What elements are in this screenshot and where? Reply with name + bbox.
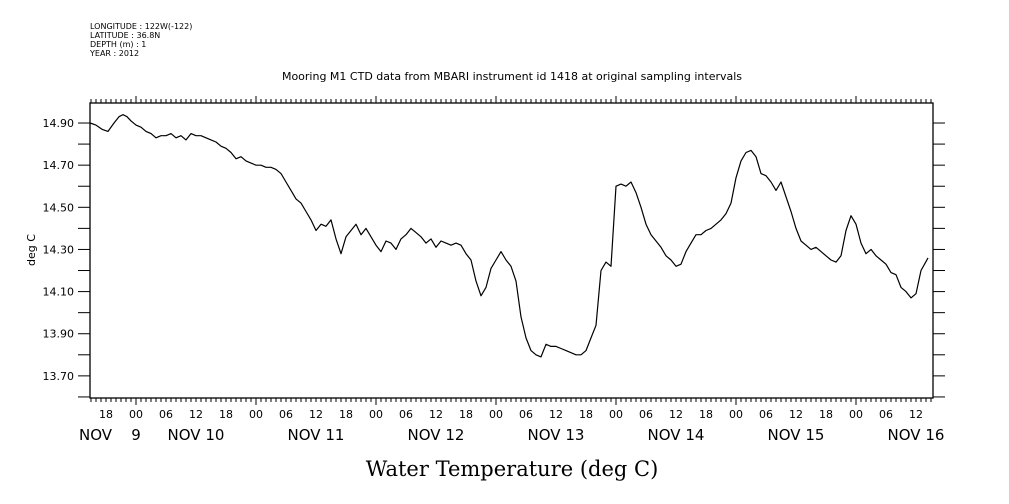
x-day-tick-label: NOV 11 [288, 426, 345, 444]
metadata-longitude: LONGITUDE : 122W(-122) [90, 22, 193, 31]
x-hour-tick-label: 00 [729, 408, 743, 421]
metadata-depth: DEPTH (m) : 1 [90, 40, 147, 49]
x-day-tick-label: NOV 16 [888, 426, 945, 444]
x-hour-tick-label: 18 [579, 408, 593, 421]
x-day-tick-label: NOV 10 [168, 426, 225, 444]
x-hour-tick-label: 00 [849, 408, 863, 421]
x-hour-tick-label: 06 [639, 408, 653, 421]
metadata-year: YEAR : 2012 [90, 49, 140, 58]
x-hour-tick-label: 18 [219, 408, 233, 421]
x-hour-tick-label: 18 [99, 408, 113, 421]
x-day-tick-label: NOV 13 [528, 426, 585, 444]
y-tick-label: 13.70 [43, 370, 75, 383]
x-hour-tick-label: 12 [189, 408, 203, 421]
y-tick-label: 13.90 [43, 328, 75, 341]
x-hour-tick-label: 00 [129, 408, 143, 421]
x-hour-tick-label: 12 [789, 408, 803, 421]
x-hour-tick-label: 00 [609, 408, 623, 421]
y-tick-label: 14.30 [43, 243, 75, 256]
y-tick-label: 14.10 [43, 286, 75, 299]
x-hour-tick-label: 18 [819, 408, 833, 421]
x-hour-tick-label: 12 [909, 408, 923, 421]
plot-frame [89, 102, 934, 399]
x-hour-tick-label: 06 [279, 408, 293, 421]
x-hour-tick-label: 06 [879, 408, 893, 421]
x-day-tick-label: NOV 14 [648, 426, 705, 444]
x-axis-title: Water Temperature (deg C) [366, 457, 659, 481]
chart-title: Mooring M1 CTD data from MBARI instrumen… [282, 70, 742, 83]
temperature-series-line [89, 114, 929, 358]
y-tick-label: 14.90 [43, 117, 75, 130]
axes-group: 13.70 13.90 14.10 14.30 14.50 14.70 14.90 18 00 0… [43, 96, 945, 444]
x-hour-tick-label: 00 [489, 408, 503, 421]
x-hour-tick-label: 18 [459, 408, 473, 421]
x-hour-tick-label: 00 [369, 408, 383, 421]
series-group [89, 114, 929, 358]
y-tick-label: 14.70 [43, 159, 75, 172]
x-day-tick-label: 9 [131, 426, 141, 444]
x-hour-tick-label: 06 [519, 408, 533, 421]
x-hour-tick-label: 06 [759, 408, 773, 421]
metadata-latitude: LATITUDE : 36.8N [90, 31, 161, 40]
x-day-tick-label: NOV 12 [408, 426, 465, 444]
x-hour-tick-label: 12 [549, 408, 563, 421]
x-hour-tick-label: 06 [159, 408, 173, 421]
y-tick-label: 14.50 [43, 201, 75, 214]
x-hour-tick-label: 00 [249, 408, 263, 421]
x-day-tick-label: NOV 15 [768, 426, 825, 444]
x-hour-tick-label: 06 [399, 408, 413, 421]
x-hour-tick-label: 12 [309, 408, 323, 421]
y-axis-label: deg C [25, 234, 38, 266]
x-hour-tick-label: 18 [339, 408, 353, 421]
x-hour-tick-label: 18 [699, 408, 713, 421]
x-hour-tick-label: 12 [669, 408, 683, 421]
x-hour-tick-label: 12 [429, 408, 443, 421]
x-day-tick-label: NOV [79, 426, 113, 444]
